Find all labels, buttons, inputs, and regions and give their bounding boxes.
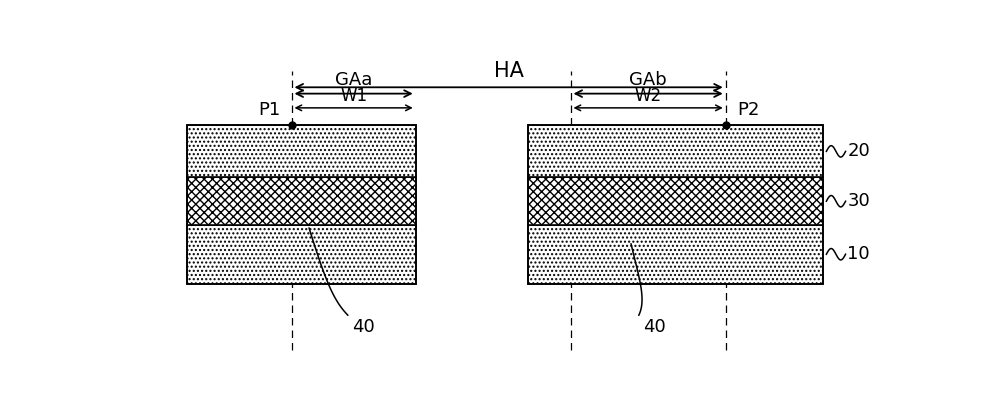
Text: W1: W1 bbox=[340, 87, 367, 105]
Text: GAa: GAa bbox=[335, 71, 372, 89]
Text: 30: 30 bbox=[847, 192, 870, 210]
Bar bbox=[528, 125, 822, 284]
Text: P1: P1 bbox=[258, 101, 280, 119]
Text: 20: 20 bbox=[847, 142, 870, 160]
Text: HA: HA bbox=[494, 61, 524, 81]
Text: 10: 10 bbox=[847, 245, 870, 263]
Text: 40: 40 bbox=[352, 318, 374, 336]
Bar bbox=[187, 178, 416, 225]
Text: W2: W2 bbox=[635, 87, 662, 105]
Text: 40: 40 bbox=[643, 318, 665, 336]
Bar bbox=[528, 125, 822, 178]
Text: GAb: GAb bbox=[629, 71, 667, 89]
Bar bbox=[528, 178, 822, 225]
Text: P2: P2 bbox=[737, 101, 760, 119]
Bar bbox=[187, 225, 416, 284]
Bar bbox=[187, 125, 416, 284]
Bar bbox=[528, 225, 822, 284]
Bar bbox=[187, 125, 416, 178]
